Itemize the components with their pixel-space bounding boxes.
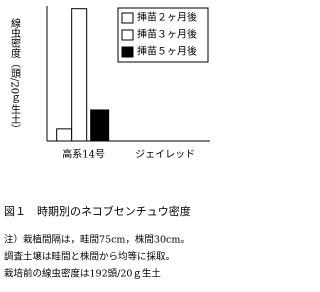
note: 栽培前の線虫密度は192頭/20ｇ生土	[4, 268, 161, 280]
x-tick-label: ジェイレッド	[135, 150, 195, 161]
legend-label: 挿苗３ヶ月後	[137, 28, 197, 41]
legend-label: 挿苗２ヶ月後	[137, 11, 197, 24]
chart: 線虫密度（頭/20ｇ生土） 図１ 時期別のネコブセンチュウ密度 注）栽植間隔は，…	[4, 6, 210, 280]
legend-swatch	[121, 46, 134, 58]
bar	[71, 8, 88, 142]
legend-swatch	[121, 12, 134, 24]
note: 調査土壌は畦間と株間から均等に採取。	[4, 251, 175, 263]
bar	[56, 128, 73, 142]
note: 注）栽植間隔は，畦間75cm，株間30cm。	[4, 234, 190, 246]
caption: 図１ 時期別のネコブセンチュウ密度	[4, 204, 191, 218]
legend-label: 挿苗５ヶ月後	[137, 45, 197, 58]
bar	[90, 109, 110, 142]
y-axis-label: 線虫密度（頭/20ｇ生土）	[9, 17, 21, 134]
legend-swatch	[121, 29, 134, 41]
x-tick-label: 高系14号	[62, 148, 105, 161]
